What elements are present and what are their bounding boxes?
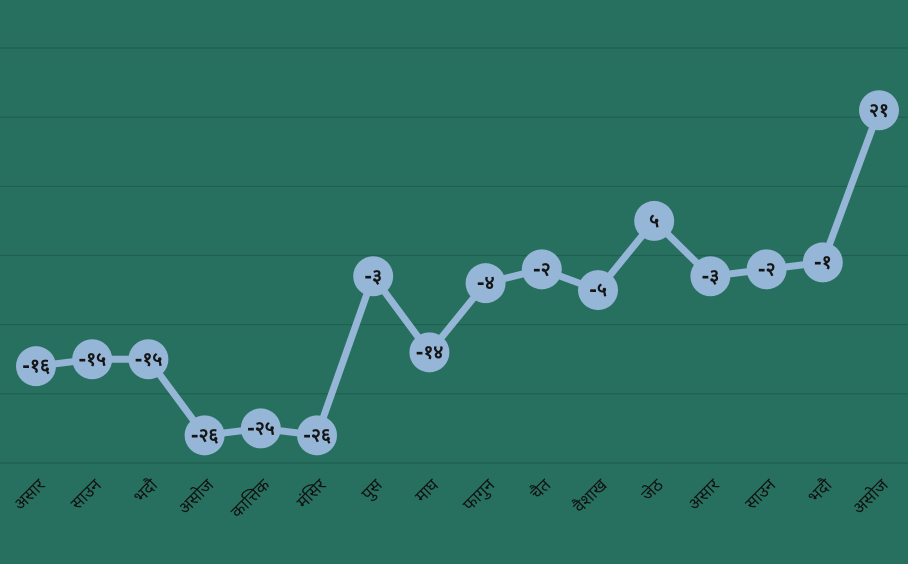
x-tick-label: भदौ — [804, 474, 837, 507]
data-point — [16, 346, 56, 387]
data-point — [521, 249, 562, 290]
data-point — [802, 242, 843, 283]
data-point — [578, 270, 618, 311]
data-label: -१६ — [22, 355, 50, 377]
data-point — [859, 90, 899, 131]
data-label: -३ — [364, 265, 382, 287]
data-label: -२६ — [303, 424, 331, 446]
x-tick-label: कात्तिक — [226, 474, 275, 523]
data-point — [297, 415, 337, 456]
data-point — [72, 339, 113, 380]
x-tick-label: असोज — [848, 474, 892, 518]
data-label: -२ — [533, 258, 551, 280]
data-label: -४ — [477, 272, 495, 294]
data-points: -१६ -१५ -१५ -२६ -२५ -२६ -३ -१४ -४ -२ -५ ५ -३ -२ -१ २१ — [16, 90, 899, 456]
data-label: -५ — [589, 279, 607, 301]
x-tick-label: वैशाख — [569, 474, 612, 517]
data-point — [690, 256, 731, 297]
x-tick-label: साउन — [741, 475, 780, 514]
x-axis-tick-labels: असार साउन भदौ असोज कात्तिक मंसिर पुस माघ फागुन चै… — [10, 474, 893, 523]
data-label: -१५ — [78, 348, 106, 370]
data-label: -१५ — [135, 348, 163, 370]
data-point — [409, 332, 450, 373]
data-label: -२५ — [247, 417, 275, 439]
data-point — [465, 263, 506, 304]
x-tick-label: असोज — [174, 474, 218, 518]
x-tick-label: साउन — [67, 475, 106, 514]
x-tick-label: फागुन — [459, 475, 499, 515]
data-point — [634, 200, 675, 241]
x-tick-label: मंसिर — [292, 474, 331, 513]
x-tick-label: असार — [684, 475, 724, 515]
x-tick-label: असार — [10, 475, 50, 515]
data-point — [128, 339, 169, 380]
data-label: -२६ — [191, 424, 219, 446]
x-tick-label: जेठ — [637, 474, 669, 506]
data-point — [240, 408, 281, 449]
data-label: ५ — [649, 210, 659, 232]
x-tick-label: भदौ — [129, 474, 162, 507]
x-tick-label: चैत — [526, 474, 556, 504]
data-point — [746, 249, 787, 290]
x-tick-label: माघ — [411, 475, 443, 507]
data-label: -१ — [814, 251, 832, 273]
data-point — [353, 256, 394, 297]
data-label: -१४ — [416, 341, 444, 363]
data-label: -३ — [702, 265, 720, 287]
data-point — [184, 415, 225, 456]
x-tick-label: पुस — [358, 475, 387, 504]
data-label: -२ — [758, 258, 776, 280]
data-label: २१ — [869, 99, 889, 121]
series-line — [32, 106, 883, 439]
